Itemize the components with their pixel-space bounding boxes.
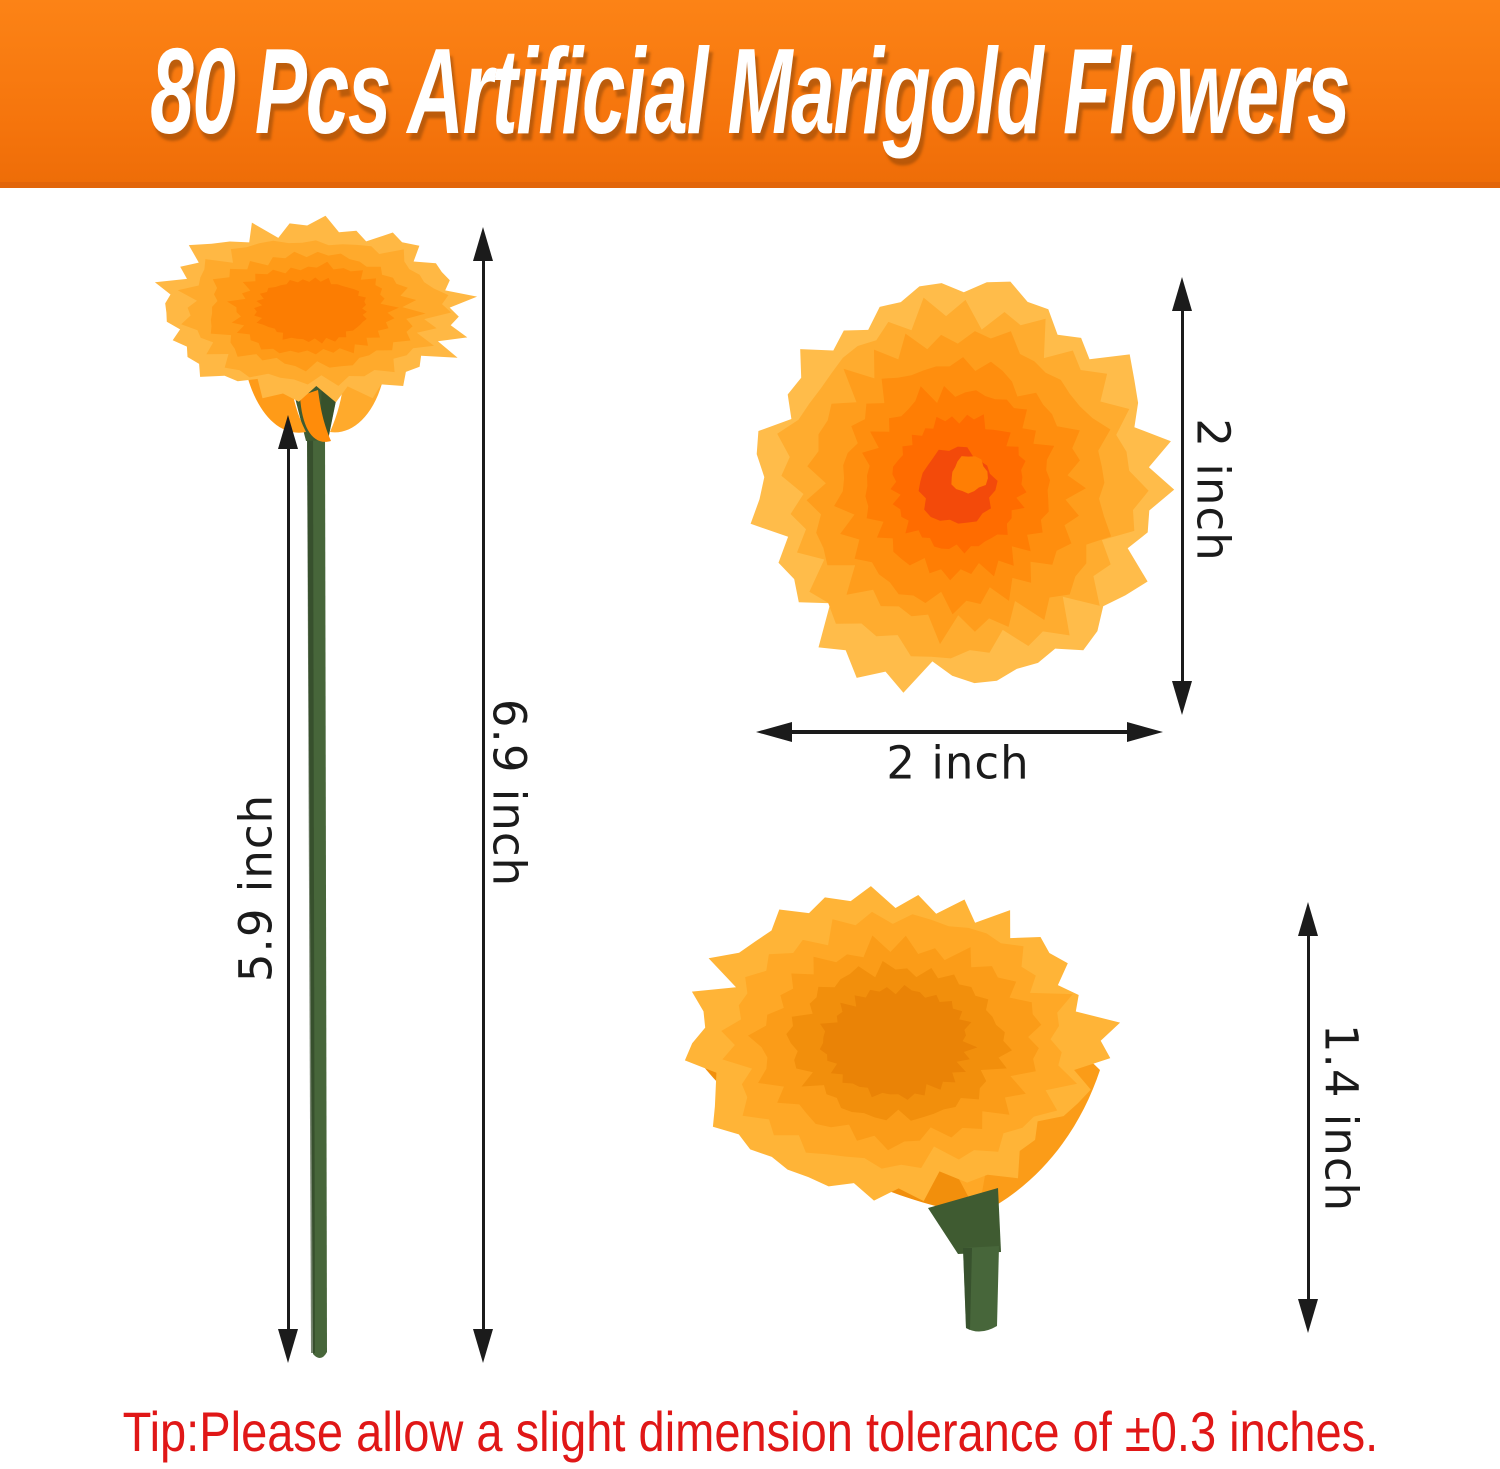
dimension-arrow-total-height [472,227,494,1363]
head-height-label: 2 inch [1186,418,1240,562]
arrowhead-down-icon [278,1329,298,1363]
head-width-label: 2 inch [886,736,1030,790]
full-flower-figure [154,215,478,1359]
arrowhead-left-icon [756,722,792,742]
arrowhead-right-icon [1127,722,1163,742]
dimension-arrow-head-width [756,721,1163,743]
stem-length-label: 5.9 inch [229,793,283,983]
dimension-line [1180,311,1184,681]
flower-head-side-figure [684,886,1121,1332]
arrowhead-up-icon [278,415,298,449]
arrowhead-down-icon [473,1329,493,1363]
tolerance-note-text: Tip:Please allow a slight dimension tole… [122,1400,1378,1463]
dimension-arrow-stem-length [277,415,299,1363]
dimension-line [1306,936,1310,1299]
flower-head-front-figure [750,281,1175,693]
dimension-line [792,730,1127,734]
arrowhead-up-icon [473,227,493,261]
dimension-line [286,449,290,1329]
product-title: 80 Pcs Artificial Marigold Flowers [150,23,1351,159]
dimension-line [481,261,485,1329]
tolerance-note: Tip:Please allow a slight dimension tole… [0,1399,1500,1464]
dimension-arrow-head-depth [1297,902,1319,1333]
arrowhead-down-icon [1172,681,1192,715]
total-height-label: 6.9 inch [482,698,536,888]
title-banner: 80 Pcs Artificial Marigold Flowers [0,0,1500,188]
arrowhead-up-icon [1172,277,1192,311]
dimension-arrow-head-height [1171,277,1193,715]
arrowhead-down-icon [1298,1299,1318,1333]
arrowhead-up-icon [1298,902,1318,936]
head-depth-label: 1.4 inch [1314,1023,1368,1213]
